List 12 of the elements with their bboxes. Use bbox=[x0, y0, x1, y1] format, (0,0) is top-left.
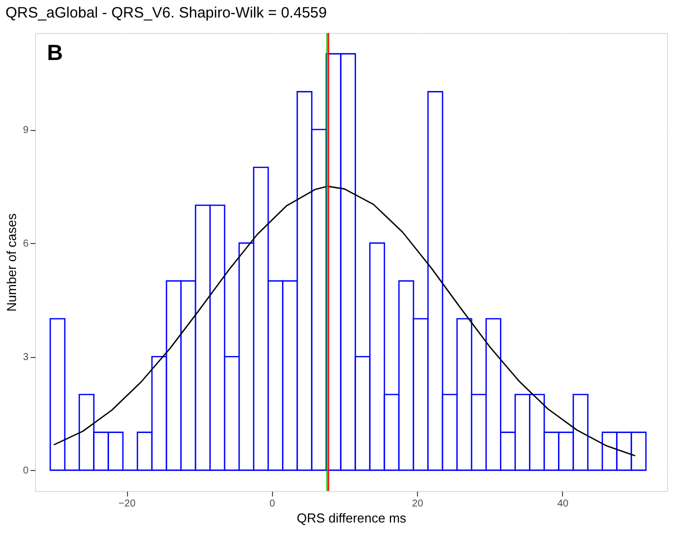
x-tick-label: 0 bbox=[270, 498, 276, 510]
y-tick-label: 3 bbox=[22, 352, 29, 364]
y-tick-label: 0 bbox=[22, 466, 29, 477]
x-tick-label: 20 bbox=[412, 498, 424, 510]
x-tick-label: −20 bbox=[118, 498, 136, 510]
y-axis-title: Number of cases bbox=[4, 212, 19, 312]
chart-title: QRS_aGlobal - QRS_V6. Shapiro-Wilk = 0.4559 bbox=[5, 4, 327, 22]
x-tick-label: 40 bbox=[557, 498, 569, 510]
y-tick-label: 9 bbox=[22, 125, 29, 136]
y-tick-label: 6 bbox=[22, 238, 29, 250]
x-axis-title: QRS difference ms bbox=[296, 510, 407, 526]
annotation: B bbox=[47, 40, 63, 65]
